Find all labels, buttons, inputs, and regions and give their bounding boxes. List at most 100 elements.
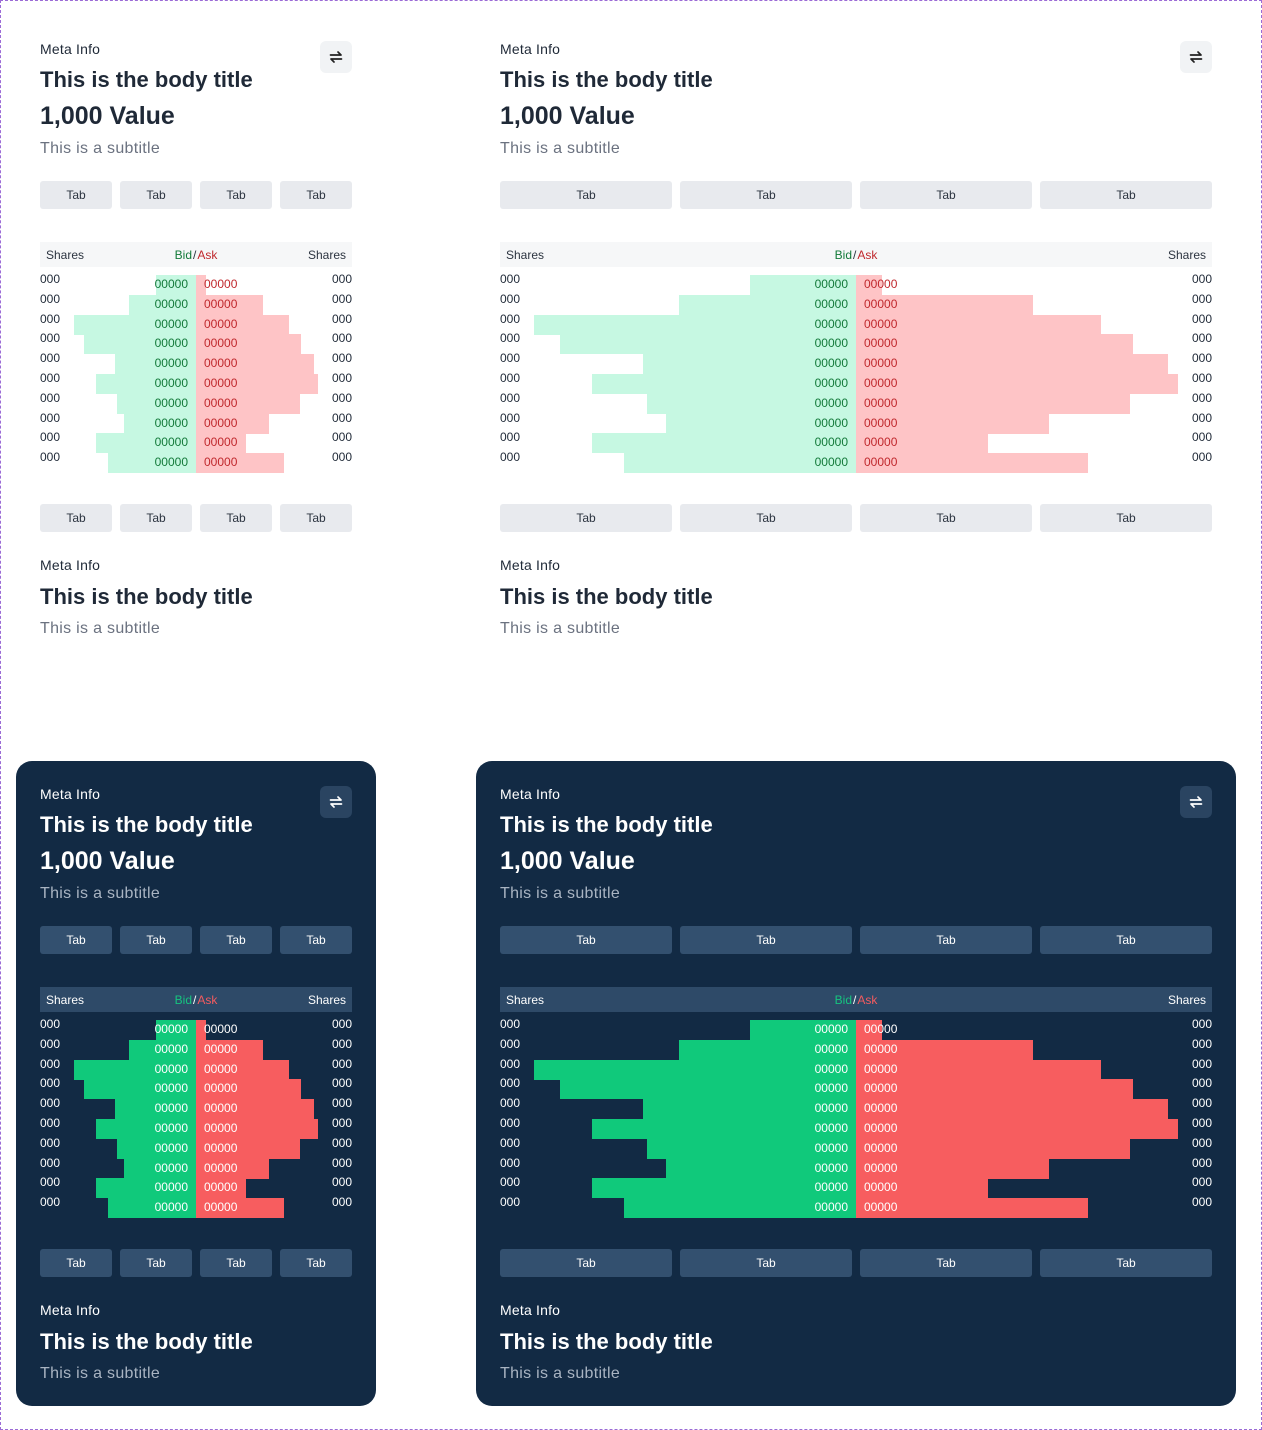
- tab-top-2[interactable]: Tab: [680, 181, 852, 209]
- shares-right-header: Shares: [307, 247, 347, 262]
- bid-price: 00000: [814, 356, 848, 371]
- order-book-row[interactable]: 000 00000 00000 000: [500, 371, 1212, 394]
- tab-top-1[interactable]: Tab: [500, 181, 672, 209]
- tab-bottom-4[interactable]: Tab: [1040, 504, 1212, 532]
- bid-shares: 000: [40, 1195, 61, 1210]
- order-book-row[interactable]: 000 00000 00000 000: [500, 1076, 1212, 1100]
- order-book-row[interactable]: 000 00000 00000 000: [500, 410, 1212, 434]
- tab-top-2[interactable]: Tab: [120, 926, 192, 954]
- tab-top-3[interactable]: Tab: [860, 181, 1032, 209]
- tab-bottom-1[interactable]: Tab: [40, 504, 112, 532]
- footer-body-title: This is the body title: [40, 1329, 253, 1354]
- value-figure: 1,000 Value: [40, 847, 175, 875]
- order-book-row[interactable]: 000 00000 00000 000: [500, 272, 1212, 295]
- tab-top-1[interactable]: Tab: [500, 926, 672, 954]
- ask-depth-bar: [856, 1178, 988, 1199]
- order-book-row[interactable]: 000 00000 00000 000: [500, 1175, 1212, 1199]
- tab-bottom-1[interactable]: Tab: [40, 1249, 112, 1277]
- tab-bottom-4[interactable]: Tab: [1040, 1249, 1212, 1277]
- order-book-row[interactable]: 000 00000 00000 000: [500, 391, 1212, 414]
- widget-card-light-small: Meta Info This is the body title 1,000 Val…: [16, 16, 376, 666]
- bid-shares: 000: [500, 410, 521, 425]
- order-book-row[interactable]: 000 00000 00000 000: [500, 312, 1212, 335]
- order-book-row[interactable]: 000 00000 00000 000: [40, 1017, 352, 1040]
- tab-top-3[interactable]: Tab: [200, 181, 272, 209]
- tab-top-4[interactable]: Tab: [280, 181, 352, 209]
- order-book-row[interactable]: 000 00000 00000 000: [40, 1175, 352, 1199]
- order-book-row[interactable]: 000 00000 00000 000: [40, 1057, 352, 1080]
- tab-top-4[interactable]: Tab: [1040, 926, 1212, 954]
- tab-bottom-2[interactable]: Tab: [120, 504, 192, 532]
- order-book-row[interactable]: 000 00000 00000 000: [500, 1057, 1212, 1080]
- tab-bottom-4[interactable]: Tab: [280, 504, 352, 532]
- order-book-row[interactable]: 000 00000 00000 000: [40, 450, 352, 474]
- tab-bottom-2[interactable]: Tab: [680, 504, 852, 532]
- bid-shares: 000: [40, 450, 61, 465]
- tab-bottom-1[interactable]: Tab: [500, 504, 672, 532]
- order-book-row[interactable]: 000 00000 00000 000: [40, 331, 352, 355]
- swap-button[interactable]: [1180, 41, 1212, 73]
- tab-bottom-3[interactable]: Tab: [860, 1249, 1032, 1277]
- ask-depth-bar: [856, 413, 1049, 434]
- order-book-row[interactable]: 000 00000 00000 000: [40, 272, 352, 295]
- bid-depth-bar: [115, 354, 196, 375]
- tab-top-2[interactable]: Tab: [120, 181, 192, 209]
- bid-price: 00000: [154, 415, 188, 430]
- order-book-row[interactable]: 000 00000 00000 000: [500, 292, 1212, 315]
- tab-top-3[interactable]: Tab: [860, 926, 1032, 954]
- tab-bottom-3[interactable]: Tab: [200, 504, 272, 532]
- order-book-row[interactable]: 000 00000 00000 000: [500, 351, 1212, 375]
- order-book-row[interactable]: 000 00000 00000 000: [500, 1156, 1212, 1179]
- tab-bottom-2[interactable]: Tab: [120, 1249, 192, 1277]
- tab-bottom-3[interactable]: Tab: [200, 1249, 272, 1277]
- order-book-row[interactable]: 000 00000 00000 000: [500, 430, 1212, 454]
- swap-button[interactable]: [320, 41, 352, 73]
- order-book-row[interactable]: 000 00000 00000 000: [40, 1136, 352, 1159]
- tab-top-4[interactable]: Tab: [1040, 181, 1212, 209]
- ask-price: 00000: [204, 1160, 238, 1175]
- swap-button[interactable]: [1180, 786, 1212, 818]
- order-book-header: Shares Bid/Ask Shares: [500, 242, 1212, 267]
- shares-left-header: Shares: [506, 992, 545, 1007]
- tab-top-4[interactable]: Tab: [280, 926, 352, 954]
- bid-shares: 000: [500, 1096, 521, 1111]
- tab-top-2[interactable]: Tab: [680, 926, 852, 954]
- order-book-row[interactable]: 000 00000 00000 000: [40, 1076, 352, 1100]
- bid-price: 00000: [814, 1140, 848, 1155]
- tab-bottom-2[interactable]: Tab: [680, 1249, 852, 1277]
- order-book-row[interactable]: 000 00000 00000 000: [40, 351, 352, 375]
- order-book-row[interactable]: 000 00000 00000 000: [500, 331, 1212, 355]
- order-book-row[interactable]: 000 00000 00000 000: [40, 411, 352, 434]
- tab-bottom-4[interactable]: Tab: [280, 1249, 352, 1277]
- order-book-row[interactable]: 000 00000 00000 000: [40, 391, 352, 414]
- order-book-row[interactable]: 000 00000 00000 000: [500, 1096, 1212, 1120]
- order-book-row[interactable]: 000 00000 00000 000: [40, 1037, 352, 1060]
- order-book-row[interactable]: 000 00000 00000 000: [40, 1195, 352, 1219]
- order-book-row[interactable]: 000 00000 00000 000: [500, 450, 1212, 474]
- ask-shares: 000: [1191, 410, 1212, 425]
- order-book-row[interactable]: 000 00000 00000 000: [40, 371, 352, 394]
- bid-price: 00000: [154, 277, 188, 291]
- tab-top-3[interactable]: Tab: [200, 926, 272, 954]
- order-book-row[interactable]: 000 00000 00000 000: [40, 430, 352, 454]
- ask-price: 00000: [864, 1160, 898, 1175]
- bid-depth-bar: [679, 1039, 856, 1060]
- order-book-row[interactable]: 000 00000 00000 000: [500, 1037, 1212, 1060]
- order-book-row[interactable]: 000 00000 00000 000: [40, 1116, 352, 1139]
- order-book-row[interactable]: 000 00000 00000 000: [40, 1096, 352, 1120]
- order-book-row[interactable]: 000 00000 00000 000: [500, 1116, 1212, 1139]
- tab-top-1[interactable]: Tab: [40, 926, 112, 954]
- order-book-row[interactable]: 000 00000 00000 000: [500, 1136, 1212, 1159]
- order-book-row[interactable]: 000 00000 00000 000: [500, 1017, 1212, 1040]
- ask-depth-bar: [196, 1059, 289, 1080]
- ask-depth-bar: [856, 1079, 1133, 1100]
- order-book-row[interactable]: 000 00000 00000 000: [40, 1156, 352, 1179]
- tab-top-1[interactable]: Tab: [40, 181, 112, 209]
- bid-price: 00000: [814, 1180, 848, 1195]
- order-book-row[interactable]: 000 00000 00000 000: [40, 292, 352, 315]
- order-book-row[interactable]: 000 00000 00000 000: [500, 1195, 1212, 1219]
- tab-bottom-3[interactable]: Tab: [860, 504, 1032, 532]
- tab-bottom-1[interactable]: Tab: [500, 1249, 672, 1277]
- order-book-row[interactable]: 000 00000 00000 000: [40, 312, 352, 335]
- swap-button[interactable]: [320, 786, 352, 818]
